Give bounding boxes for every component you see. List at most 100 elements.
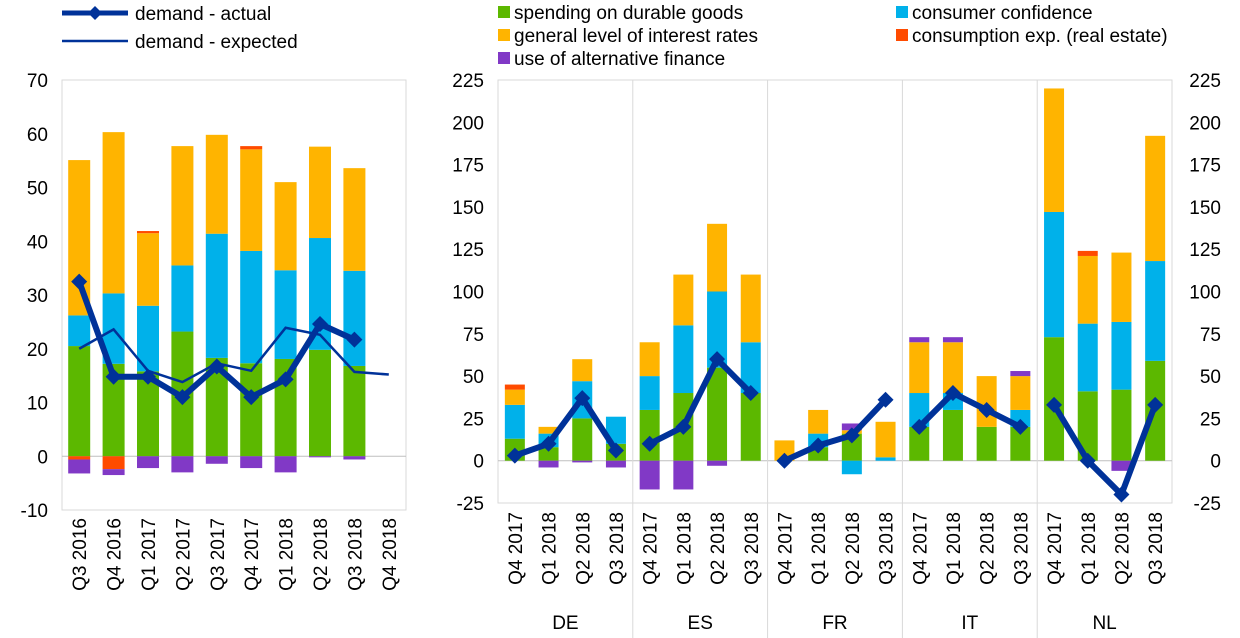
line-demand-expected: [78, 326, 389, 384]
right-chart: -25 0 25 50 75 100 125 150 175 200 225 -25 0 25 50 75 10…: [452, 71, 1221, 638]
marker-demand-actual: [1147, 396, 1164, 413]
y2-tick-label: 100: [1189, 283, 1221, 304]
bar-durable-right-0: [538, 447, 559, 461]
bar-realestate-left: [68, 456, 91, 460]
bar-durable-right-0: [572, 418, 593, 461]
marker-demand-actual: [574, 390, 591, 407]
x-tick-label: Q2 2018: [573, 512, 594, 585]
x-tick-label: Q1 2018: [809, 512, 830, 585]
bar-durable-left: [205, 357, 228, 457]
bar-interest-right-3: [1010, 376, 1031, 410]
x-tick-label: Q4 2017: [775, 512, 796, 585]
legend-label-durable: spending on durable goods: [514, 3, 743, 24]
marker-demand-actual: [312, 316, 328, 333]
y-tick-label: 40: [27, 232, 48, 253]
x-tick-label: Q4 2017: [1045, 512, 1066, 585]
marker-demand-actual: [277, 371, 294, 388]
x-tick-label: Q3 2018: [877, 512, 898, 585]
group-label-2: FR: [822, 613, 847, 634]
y2-tick-label: 225: [1189, 71, 1221, 92]
bar-altfinance-left: [240, 456, 263, 469]
bar-altfinance-right-4: [1111, 460, 1132, 471]
x-tick-label: Q2 2018: [978, 512, 999, 585]
y-tick-label: 30: [27, 286, 48, 307]
bar-interest-right-4: [1145, 135, 1166, 262]
x-tick-label: Q1 2018: [674, 512, 695, 585]
bar-altfinance-right-0: [538, 460, 559, 468]
legend-swatch-realestate: [896, 29, 908, 41]
bar-altfinance-left: [309, 456, 331, 458]
x-tick-label: Q3 2016: [70, 518, 91, 591]
legend-label-altfinance: use of alternative finance: [514, 49, 725, 70]
marker-demand-actual: [944, 385, 961, 402]
bar-interest-right-0: [504, 389, 525, 405]
y-tick-label: 25: [463, 409, 484, 430]
bar-confidence-right-1: [707, 291, 728, 368]
bar-realestate-right-0: [504, 384, 525, 390]
y-tick-label: 175: [452, 156, 484, 177]
y-tick-label: 60: [27, 125, 48, 146]
marker-demand-actual: [71, 273, 88, 290]
marker-demand-actual: [675, 418, 692, 435]
bar-altfinance-left: [102, 469, 125, 476]
bar-interest-left: [102, 132, 125, 294]
bar-confidence-right-1: [673, 325, 694, 394]
bar-interest-right-1: [707, 223, 728, 292]
marker-demand-actual: [607, 442, 624, 459]
x-tick-label: Q4 2017: [641, 512, 662, 585]
bar-confidence-right-0: [504, 404, 525, 439]
y-tick-label: 0: [37, 447, 48, 468]
left-chart: -10 0 10 20 30 40 50 60 70 Q3 2016 Q4 2016 Q1 2017 Q…: [21, 71, 407, 591]
marker-demand-actual: [810, 437, 827, 454]
marker-demand-actual: [140, 368, 156, 385]
bar-confidence-right-4: [1044, 211, 1065, 338]
bar-confidence-right-1: [639, 376, 660, 410]
marker-demand-actual: [105, 368, 122, 385]
bar-altfinance-left: [171, 456, 194, 473]
bar-confidence-right-2: [841, 460, 862, 475]
bar-durable-left: [137, 371, 159, 457]
bar-confidence-right-2: [875, 457, 896, 461]
bar-altfinance-right-3: [942, 337, 963, 343]
bar-durable-right-3: [1010, 426, 1031, 461]
bar-confidence-left: [240, 250, 263, 364]
x-tick-label: Q3 2017: [208, 518, 229, 591]
bar-durable-right-1: [707, 367, 728, 461]
marker-demand-actual: [1012, 418, 1029, 435]
x-tick-label: Q2 2018: [843, 512, 864, 585]
bar-altfinance-right-1: [673, 460, 694, 490]
bar-confidence-left: [68, 315, 91, 347]
y2-tick-label: 200: [1189, 113, 1221, 134]
bar-realestate-left: [137, 231, 159, 234]
legend: demand - actual demand - expected spendi…: [62, 3, 1168, 70]
y-tick-label: 75: [463, 325, 484, 346]
bar-interest-right-3: [976, 376, 997, 427]
y-tick-label: 10: [27, 394, 48, 415]
bar-confidence-right-0: [605, 416, 626, 444]
y2-tick-label: -25: [1194, 494, 1221, 515]
x-tick-label: Q1 2018: [277, 518, 298, 591]
marker-demand-actual: [709, 351, 726, 368]
bar-altfinance-right-0: [572, 460, 593, 463]
bar-interest-left: [274, 182, 297, 271]
x-tick-label: Q4 2017: [242, 518, 263, 591]
bar-confidence-right-4: [1145, 261, 1166, 361]
y-tick-label: 225: [452, 71, 484, 92]
bar-interest-right-0: [538, 426, 559, 434]
y2-tick-label: 25: [1200, 409, 1221, 430]
bar-interest-left: [205, 134, 228, 234]
bar-interest-right-3: [909, 342, 930, 394]
marker-demand-actual: [1113, 486, 1130, 503]
bar-durable-right-3: [909, 426, 930, 461]
marker-demand-actual: [843, 427, 860, 444]
bar-confidence-right-4: [1077, 323, 1098, 392]
y-tick-label: 0: [473, 452, 484, 473]
bar-realestate-right-4: [1077, 250, 1098, 256]
plot-frame: [61, 79, 407, 511]
group-label-3: IT: [961, 613, 978, 634]
x-tick-label: Q2 2018: [1112, 512, 1133, 585]
bar-interest-left: [240, 149, 263, 251]
y-tick-label: 125: [452, 240, 484, 261]
bar-interest-right-3: [942, 342, 963, 394]
